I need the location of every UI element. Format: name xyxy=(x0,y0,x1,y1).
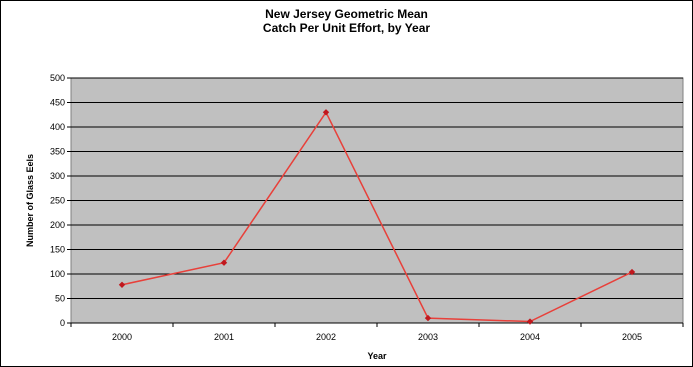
y-tick-label: 0 xyxy=(60,318,65,328)
x-tick-label: 2002 xyxy=(316,332,336,342)
y-axis-title: Number of Glass Eels xyxy=(25,154,35,247)
x-axis-title: Year xyxy=(367,351,387,361)
y-tick-label: 450 xyxy=(50,98,65,108)
y-tick-label: 50 xyxy=(55,294,65,304)
y-tick-label: 200 xyxy=(50,220,65,230)
y-tick-label: 100 xyxy=(50,269,65,279)
x-tick-label: 2004 xyxy=(520,332,540,342)
chart-title-line-2: Catch Per Unit Effort, by Year xyxy=(262,21,431,35)
x-tick-label: 2000 xyxy=(112,332,132,342)
chart-title-line-1: New Jersey Geometric Mean xyxy=(265,7,428,21)
x-tick-label: 2001 xyxy=(214,332,234,342)
y-tick-label: 400 xyxy=(50,122,65,132)
series-line xyxy=(121,110,633,323)
x-tick-label: 2005 xyxy=(622,332,642,342)
data-point-2002 xyxy=(322,109,330,116)
chart-title: New Jersey Geometric Mean Catch Per Unit… xyxy=(0,7,693,35)
series-markers xyxy=(118,109,636,325)
y-axis-ticks: 0 50 100 150 200 250 300 350 400 450 500 xyxy=(50,73,71,328)
x-axis-ticks: 2000 2001 2002 2003 2004 2005 xyxy=(70,323,684,342)
data-point-2004 xyxy=(526,318,534,325)
y-tick-label: 300 xyxy=(50,171,65,181)
data-point-2000 xyxy=(118,281,126,288)
data-point-2001 xyxy=(220,259,228,266)
y-tick-label: 150 xyxy=(50,245,65,255)
y-tick-label: 350 xyxy=(50,147,65,157)
x-tick-label: 2003 xyxy=(418,332,438,342)
y-tick-label: 250 xyxy=(50,196,65,206)
y-tick-label: 500 xyxy=(50,73,65,83)
data-point-2003 xyxy=(424,314,432,322)
data-point-2005 xyxy=(628,268,636,276)
